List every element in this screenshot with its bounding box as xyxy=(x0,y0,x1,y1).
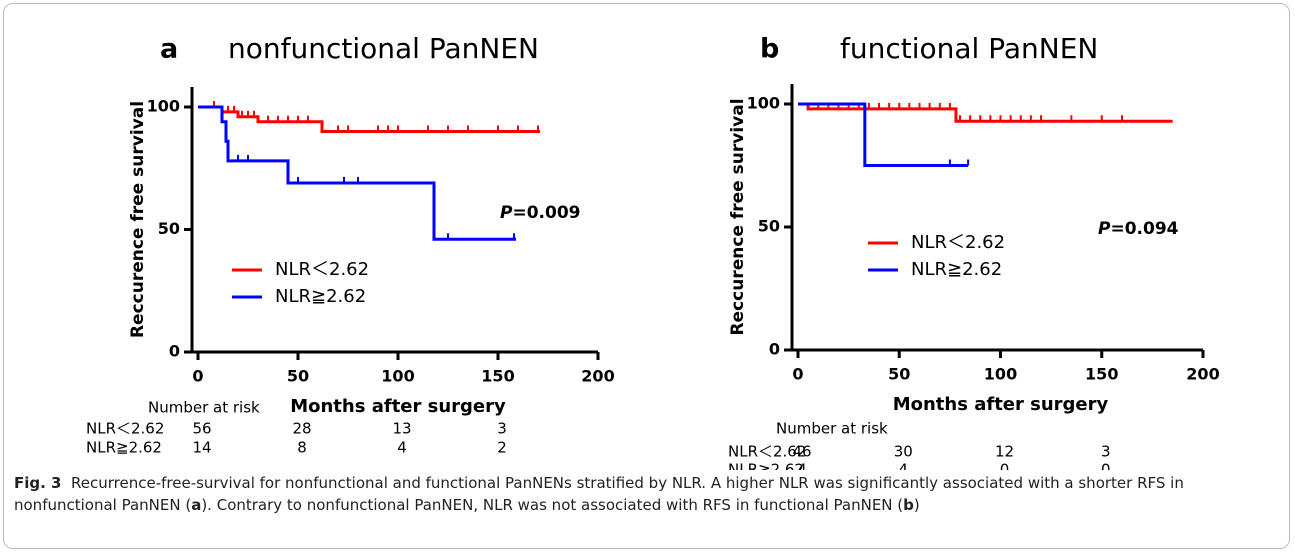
y-tick-label: 100 xyxy=(147,97,180,116)
risk-count: 14 xyxy=(192,439,211,457)
p-label: P xyxy=(500,203,513,223)
x-axis-label: Months after surgery xyxy=(290,396,506,417)
y-tick-label: 50 xyxy=(158,219,180,238)
x-tick-label: 100 xyxy=(381,367,414,386)
caption-ref: b xyxy=(903,496,914,514)
caption-text: ). Contrary to nonfunctional PanNEN, NLR… xyxy=(201,496,904,514)
risk-row-label: NLR≧2.62 xyxy=(86,439,162,457)
legend-label: NLR≧2.62 xyxy=(275,286,366,307)
p-label: P xyxy=(1098,219,1111,239)
p-number: =0.009 xyxy=(512,203,580,223)
risk-count: 56 xyxy=(192,420,211,438)
risk-row-label: NLR≧2.62 xyxy=(728,461,804,471)
survival-curve xyxy=(798,102,969,167)
risk-row-label: NLR＜2.62 xyxy=(86,420,164,438)
panel-label: a xyxy=(160,34,178,65)
x-tick-label: 0 xyxy=(192,367,203,386)
legend-label: NLR＜2.62 xyxy=(911,232,1005,253)
p-value: P=0.009 xyxy=(500,203,581,223)
risk-count: 3 xyxy=(497,420,507,438)
caption-ref: a xyxy=(191,496,202,514)
risk-count: 2 xyxy=(497,439,507,457)
y-axis-label: Reccurence free survival xyxy=(728,98,748,335)
x-tick-label: 200 xyxy=(1186,365,1219,384)
panel-label: b xyxy=(760,34,779,65)
survival-curve xyxy=(198,105,516,241)
risk-count: 30 xyxy=(894,443,913,461)
risk-table-title: Number at risk xyxy=(776,420,888,438)
risk-count: 4 xyxy=(797,461,807,471)
caption: Fig. 3 Recurrence-free-survival for nonf… xyxy=(14,472,1274,516)
risk-count: 0 xyxy=(1000,461,1010,471)
risk-count: 12 xyxy=(995,443,1014,461)
x-tick-label: 50 xyxy=(888,365,910,384)
caption-text: Recurrence-free-survival for nonfunction… xyxy=(14,474,1184,514)
y-tick-label: 100 xyxy=(747,94,780,113)
risk-count: 4 xyxy=(898,461,908,471)
caption-label: Fig. 3 xyxy=(14,474,62,492)
risk-count: 46 xyxy=(792,443,811,461)
x-tick-label: 200 xyxy=(581,367,614,386)
x-tick-label: 100 xyxy=(984,365,1017,384)
p-number: =0.094 xyxy=(1110,219,1178,239)
risk-count: 0 xyxy=(1101,461,1111,471)
risk-count: 28 xyxy=(292,420,311,438)
risk-row-label: NLR＜2.62 xyxy=(728,443,806,461)
x-tick-label: 150 xyxy=(481,367,514,386)
p-value: P=0.094 xyxy=(1098,219,1179,239)
survival-curve xyxy=(798,102,1173,123)
chart-title: functional PanNEN xyxy=(840,32,1098,65)
legend-label: NLR≧2.62 xyxy=(911,259,1002,280)
survival-curve xyxy=(198,105,540,133)
risk-table-title: Number at risk xyxy=(148,399,260,417)
risk-count: 3 xyxy=(1101,443,1111,461)
y-tick-label: 0 xyxy=(769,340,780,359)
x-tick-label: 150 xyxy=(1085,365,1118,384)
y-tick-label: 0 xyxy=(169,342,180,361)
risk-count: 4 xyxy=(397,439,407,457)
x-tick-label: 0 xyxy=(792,365,803,384)
y-tick-label: 50 xyxy=(758,217,780,236)
x-axis-label: Months after surgery xyxy=(893,394,1109,415)
chart-title: nonfunctional PanNEN xyxy=(228,32,539,65)
caption-text: ) xyxy=(913,496,920,514)
frame xyxy=(3,3,1290,549)
risk-count: 13 xyxy=(392,420,411,438)
risk-count: 8 xyxy=(297,439,307,457)
legend-label: NLR＜2.62 xyxy=(275,259,369,280)
x-tick-label: 50 xyxy=(287,367,309,386)
y-axis-label: Reccurence free survival xyxy=(128,101,148,338)
